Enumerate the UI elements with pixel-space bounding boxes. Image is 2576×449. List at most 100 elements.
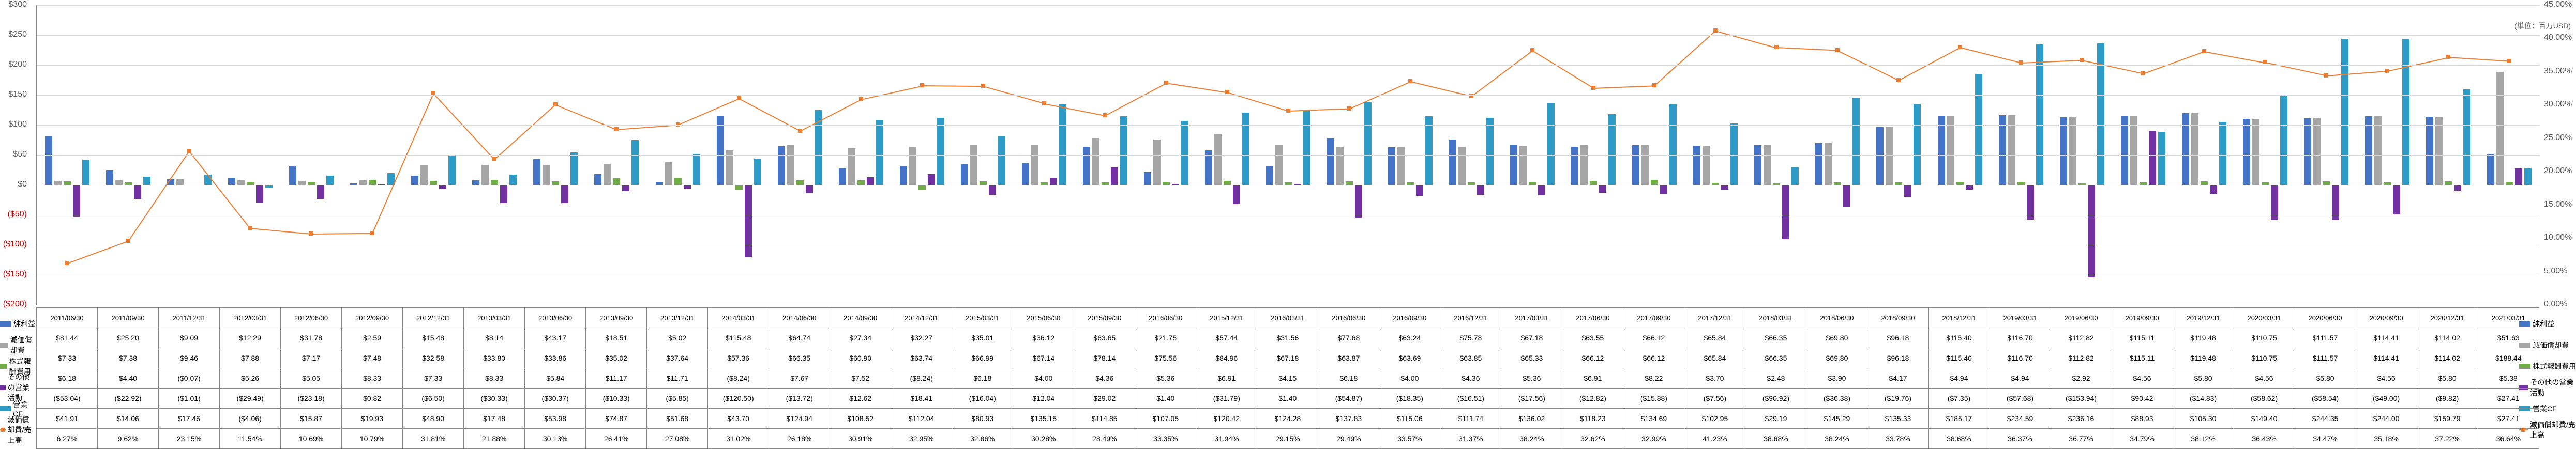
bar-other_op xyxy=(500,185,507,203)
bar-stock_comp xyxy=(1651,180,1658,185)
bar-net_income xyxy=(1205,150,1212,185)
bar-net_income xyxy=(900,166,907,185)
bar-op_cf xyxy=(448,156,456,185)
bar-dep_amort xyxy=(2191,113,2198,185)
bar-other_op xyxy=(1904,185,1911,197)
bar-net_income xyxy=(533,159,540,185)
bar-op_cf xyxy=(2402,39,2409,185)
bar-op_cf xyxy=(2524,168,2532,185)
table-row-other_op: ($53.04)($22.92)($1.01)($29.49)($23.18)$… xyxy=(37,389,2539,409)
bar-other_op xyxy=(1721,185,1728,190)
bar-other_op xyxy=(317,185,324,199)
bar-other_op xyxy=(1477,185,1484,195)
bar-dep_amort xyxy=(1580,145,1588,185)
bar-op_cf xyxy=(937,118,944,185)
bar-other_op xyxy=(1050,178,1057,185)
bar-op_cf xyxy=(1303,111,1310,185)
bar-op_cf xyxy=(1730,123,1738,185)
bar-stock_comp xyxy=(796,180,804,185)
legend-other_op: その他の営業活動 xyxy=(0,377,36,398)
bar-op_cf xyxy=(998,136,1005,185)
bar-op_cf xyxy=(2219,122,2226,185)
bar-dep_amort xyxy=(1641,145,1649,185)
bar-op_cf xyxy=(1425,116,1433,185)
bar-stock_comp xyxy=(857,180,865,185)
bar-stock_comp xyxy=(674,178,682,185)
bar-other_op xyxy=(1599,185,1606,193)
bar-net_income xyxy=(2182,113,2189,185)
bar-dep_amort xyxy=(970,145,977,185)
legend-dep_amort: 減価償却費 xyxy=(0,334,36,355)
bar-op_cf xyxy=(82,160,89,185)
bar-stock_comp xyxy=(918,185,926,190)
bar-net_income xyxy=(1327,138,1334,185)
bar-op_cf xyxy=(143,177,150,185)
bar-stock_comp xyxy=(1346,181,1353,185)
right-axis: 0.00%5.00%10.00%15.00%20.00%25.00%30.00%… xyxy=(2540,5,2576,305)
bar-net_income xyxy=(1693,146,1700,185)
bar-stock_comp xyxy=(1224,181,1231,185)
bar-dep_amort xyxy=(1336,147,1344,185)
bar-net_income xyxy=(594,174,601,185)
bar-dep_amort xyxy=(54,181,62,185)
bar-dep_amort xyxy=(2069,117,2076,185)
bar-other_op xyxy=(2088,185,2095,277)
bar-net_income xyxy=(717,116,724,185)
bar-op_cf xyxy=(509,175,517,185)
legend-left: 純利益減価償却費株式報酬費用その他の営業活動営業CF減価償却費/売上高 xyxy=(0,313,36,440)
bar-dep_amort xyxy=(1397,147,1405,185)
bar-dep_amort xyxy=(1764,145,1771,185)
bar-other_op xyxy=(989,185,996,195)
bar-stock_comp xyxy=(2323,181,2330,185)
bar-op_cf xyxy=(693,154,700,185)
bar-op_cf xyxy=(2280,96,2287,185)
table-row-op_cf: $41.91$14.06$17.46($4.06)$15.87$19.93$48… xyxy=(37,409,2539,429)
data-table: 2011/06/302011/09/302011/12/312012/03/31… xyxy=(36,307,2539,449)
bar-other_op xyxy=(806,185,813,193)
bar-other_op xyxy=(1355,185,1362,218)
bar-dep_amort xyxy=(237,180,245,185)
bar-op_cf xyxy=(1914,104,1921,185)
bar-op_cf xyxy=(326,176,334,185)
bar-other_op xyxy=(622,185,629,191)
bar-net_income xyxy=(961,164,968,185)
chart-container: (単位：百万USD) ($200)($150)($100)($50)$0$50$… xyxy=(0,0,2576,443)
bar-net_income xyxy=(1938,116,1945,185)
bar-net_income xyxy=(1144,172,1151,185)
bar-net_income xyxy=(289,166,296,185)
bar-op_cf xyxy=(631,140,639,185)
bar-stock_comp xyxy=(491,180,498,185)
bar-other_op xyxy=(73,185,80,217)
bar-op_cf xyxy=(1975,74,1982,185)
bar-dep_amort xyxy=(1458,147,1466,185)
bar-dep_amort xyxy=(176,179,184,185)
bar-net_income xyxy=(2487,154,2494,185)
bar-dep_amort xyxy=(1886,127,1893,185)
bar-net_income xyxy=(1388,147,1395,185)
bar-net_income xyxy=(1815,143,1822,185)
bar-other_op xyxy=(561,185,568,203)
bar-op_cf xyxy=(1059,104,1066,185)
bar-net_income xyxy=(2304,118,2311,185)
bar-dep_amort xyxy=(2435,117,2443,185)
bar-net_income xyxy=(472,180,479,185)
bar-dep_amort xyxy=(1153,140,1161,185)
bar-dep_amort xyxy=(1947,116,1954,185)
bar-other_op xyxy=(1843,185,1850,207)
bar-op_cf xyxy=(1242,113,1249,185)
bar-other_op xyxy=(1538,185,1545,195)
bar-net_income xyxy=(1754,145,1761,185)
bar-stock_comp xyxy=(613,178,620,185)
bar-op_cf xyxy=(1486,118,1494,185)
bar-op_cf xyxy=(754,159,761,185)
legend-net_income: 純利益 xyxy=(0,313,36,334)
bar-other_op xyxy=(1660,185,1667,194)
bar-dep_amort xyxy=(848,148,855,185)
bar-dep_amort xyxy=(420,165,428,185)
bar-dep_amort xyxy=(2374,116,2382,185)
bar-dep_amort xyxy=(2130,116,2137,185)
bar-net_income xyxy=(1022,163,1029,185)
bar-dep_amort xyxy=(665,162,672,185)
bar-other_op xyxy=(2210,185,2217,194)
bar-other_op xyxy=(745,185,752,257)
